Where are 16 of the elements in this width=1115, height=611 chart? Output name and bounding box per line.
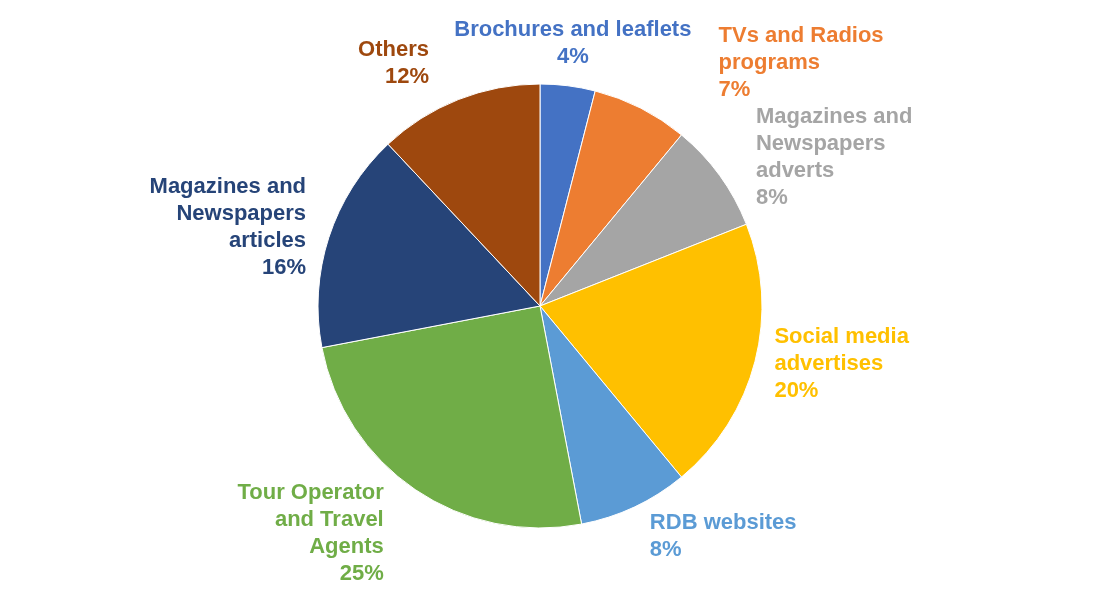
data-label: 20% [774,376,819,402]
data-label: 12% [384,63,430,89]
data-label: 7% [718,75,751,101]
data-label: 8% [755,184,788,209]
slice-label: Magazines and Newspapers articles [149,172,307,252]
slice-label: Magazines and Newspapers adverts [755,103,913,182]
slice-label: TVs and Radios programs [718,21,884,74]
data-label: 16% [261,253,307,279]
data-label: 25% [339,559,384,585]
slice-label: Others [358,36,430,62]
slice-label: Tour Operator and Travel Agents [237,478,385,558]
data-label: 4% [556,43,589,69]
slice-label: RDB websites [649,509,797,535]
slice-label: Brochures and leaflets [454,16,692,42]
slice-label: Social media advertises [774,322,910,375]
data-label: 8% [649,536,682,562]
